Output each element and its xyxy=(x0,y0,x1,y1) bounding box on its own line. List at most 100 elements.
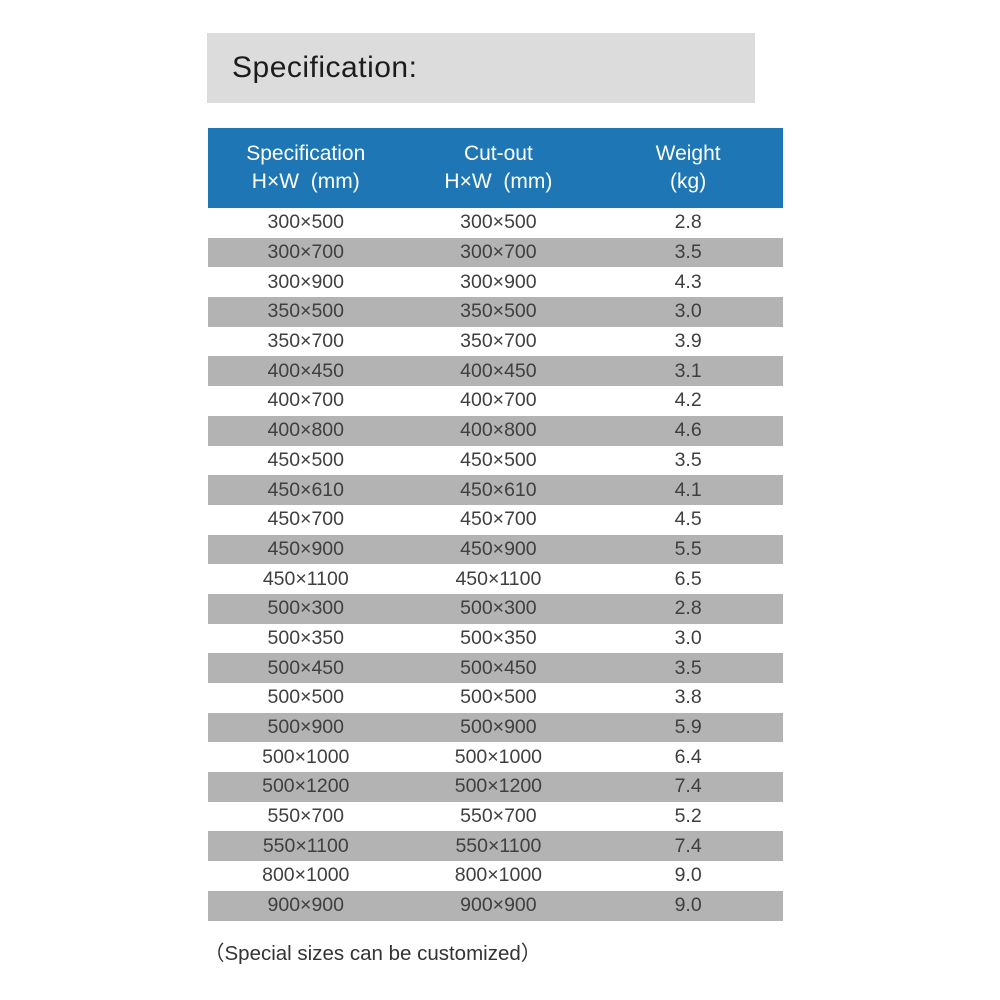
spec-cell: 500×450 xyxy=(267,656,344,679)
page-title: Specification: xyxy=(232,51,418,84)
weight-cell: 2.8 xyxy=(674,597,702,620)
column-header-specification: Specification H×W (mm) xyxy=(208,140,404,196)
table-row: 300×500 300×500 2.8 xyxy=(208,208,783,238)
spec-cell: 500×1200 xyxy=(262,775,350,798)
weight-cell: 2.8 xyxy=(674,211,702,234)
weight-cell: 4.1 xyxy=(674,478,702,501)
weight-cell: 3.0 xyxy=(674,300,702,323)
spec-cell: 400×800 xyxy=(267,419,344,442)
weight-cell: 4.5 xyxy=(674,508,702,531)
column-header-line2: H×W (mm) xyxy=(444,170,553,193)
cutout-cell: 350×700 xyxy=(460,330,537,353)
cutout-cell: 450×610 xyxy=(460,478,537,501)
column-header-line2: H×W (mm) xyxy=(251,170,360,193)
cutout-cell: 450×900 xyxy=(460,537,537,560)
spec-cell: 350×500 xyxy=(267,300,344,323)
weight-cell: 3.1 xyxy=(674,359,702,382)
column-header-line1: Weight xyxy=(655,142,721,165)
table-body: 300×500 300×500 2.8 300×700 300×700 3.5 300×90… xyxy=(208,208,783,921)
table-row: 450×1100 450×1100 6.5 xyxy=(208,564,783,594)
spec-cell: 450×500 xyxy=(267,448,344,471)
column-header-cutout: Cut-out H×W (mm) xyxy=(404,140,594,196)
spec-cell: 450×700 xyxy=(267,508,344,531)
cutout-cell: 500×1200 xyxy=(454,775,543,798)
cutout-cell: 300×700 xyxy=(460,241,537,264)
table-row: 550×700 550×700 5.2 xyxy=(208,802,783,832)
table-row: 350×500 350×500 3.0 xyxy=(208,297,783,327)
table-row: 300×700 300×700 3.5 xyxy=(208,237,783,268)
table-row: 500×300 500×300 2.8 xyxy=(208,593,783,624)
cutout-cell: 400×450 xyxy=(460,359,537,382)
spec-cell: 450×1100 xyxy=(262,567,349,590)
weight-cell: 9.0 xyxy=(674,864,702,887)
table-row: 300×900 300×900 4.3 xyxy=(208,267,783,297)
specification-table: Specification H×W (mm) Cut-out H×W (mm) … xyxy=(208,128,783,921)
weight-cell: 6.5 xyxy=(674,567,702,590)
weight-cell: 3.9 xyxy=(674,330,702,353)
table-row: 400×700 400×700 4.2 xyxy=(208,386,783,416)
table-row: 900×900 900×900 9.0 xyxy=(208,890,783,921)
table-row: 500×450 500×450 3.5 xyxy=(208,653,783,683)
table-row: 500×350 500×350 3.0 xyxy=(208,624,783,654)
spec-cell: 400×450 xyxy=(267,359,344,382)
cutout-cell: 450×700 xyxy=(460,508,537,531)
spec-cell: 500×300 xyxy=(267,597,344,620)
weight-cell: 3.5 xyxy=(674,656,702,679)
column-header-line1: Specification xyxy=(246,142,366,165)
spec-cell: 300×700 xyxy=(267,241,344,264)
cutout-cell: 550×700 xyxy=(460,805,537,828)
weight-cell: 4.6 xyxy=(674,419,702,442)
cutout-cell: 300×500 xyxy=(460,211,537,234)
weight-cell: 5.5 xyxy=(674,537,702,560)
customization-note: （Special sizes can be customized） xyxy=(204,942,542,965)
weight-cell: 3.0 xyxy=(674,626,702,649)
cutout-cell: 500×900 xyxy=(460,716,537,739)
cutout-cell: 500×1000 xyxy=(454,745,543,768)
spec-cell: 450×900 xyxy=(267,537,344,560)
weight-cell: 7.4 xyxy=(674,775,702,798)
spec-cell: 450×610 xyxy=(267,478,344,501)
spec-cell: 350×700 xyxy=(267,330,344,353)
table-row: 500×1000 500×1000 6.4 xyxy=(208,742,783,772)
table-row: 500×900 500×900 5.9 xyxy=(208,712,783,743)
weight-cell: 5.9 xyxy=(674,716,702,739)
column-header-line1: Cut-out xyxy=(463,142,533,165)
title-bar: Specification: xyxy=(207,33,755,103)
spec-cell: 550×700 xyxy=(267,805,344,828)
weight-cell: 6.4 xyxy=(674,745,702,768)
weight-cell: 7.4 xyxy=(674,834,702,857)
weight-cell: 4.3 xyxy=(674,270,702,293)
spec-cell: 500×900 xyxy=(267,716,344,739)
spec-cell: 800×1000 xyxy=(262,864,350,887)
cutout-cell: 500×300 xyxy=(460,597,537,620)
cutout-cell: 300×900 xyxy=(460,270,537,293)
spec-cell: 550×1100 xyxy=(262,834,349,857)
table-row: 800×1000 800×1000 9.0 xyxy=(208,861,783,891)
cutout-cell: 500×500 xyxy=(460,686,537,709)
column-header-line2: (kg) xyxy=(670,170,707,193)
cutout-cell: 400×700 xyxy=(460,389,537,412)
weight-cell: 5.2 xyxy=(674,805,702,828)
spec-cell: 500×1000 xyxy=(262,745,350,768)
table-row: 450×610 450×610 4.1 xyxy=(208,475,783,505)
spec-cell: 400×700 xyxy=(267,389,344,412)
spec-cell: 300×900 xyxy=(267,270,344,293)
table-row: 450×700 450×700 4.5 xyxy=(208,505,783,535)
cutout-cell: 800×1000 xyxy=(454,864,543,887)
weight-cell: 3.5 xyxy=(674,241,702,264)
table-row: 450×500 450×500 3.5 xyxy=(208,446,783,476)
table-row: 400×450 400×450 3.1 xyxy=(208,356,783,387)
spec-cell: 500×500 xyxy=(267,686,344,709)
spec-cell: 300×500 xyxy=(267,211,344,234)
weight-cell: 9.0 xyxy=(674,894,702,917)
table-row: 550×1100 550×1100 7.4 xyxy=(208,831,783,862)
table-row: 450×900 450×900 5.5 xyxy=(208,534,783,565)
table-header-row: Specification H×W (mm) Cut-out H×W (mm) … xyxy=(208,128,783,208)
weight-cell: 3.5 xyxy=(674,448,702,471)
cutout-cell: 500×350 xyxy=(460,626,537,649)
table-row: 500×1200 500×1200 7.4 xyxy=(208,772,783,802)
spec-cell: 500×350 xyxy=(267,626,344,649)
cutout-cell: 550×1100 xyxy=(455,834,542,857)
cutout-cell: 900×900 xyxy=(460,894,537,917)
table-row: 350×700 350×700 3.9 xyxy=(208,327,783,357)
